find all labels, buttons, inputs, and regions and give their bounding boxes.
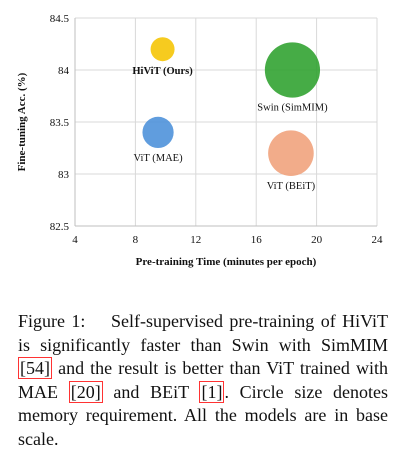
x-tick-label: 16: [251, 234, 263, 246]
caption-prefix: Figure 1:: [18, 311, 86, 331]
point-labels: HiViT (Ours) Swin (SimMIM) ViT (MAE) ViT (B…: [132, 66, 328, 192]
point-label-swin-simmim: Swin (SimMIM): [257, 103, 328, 114]
bubbles: [142, 37, 321, 176]
bubble-chart: 82.5 83 83.5 84 84.5 4 8 12 16 20 24 HiViT (Ours) S…: [16, 13, 383, 268]
point-label-hivit-ours: HiViT (Ours): [132, 66, 193, 77]
caption-text-1: Self-supervised pre-training of HiViT is…: [18, 311, 388, 355]
caption-text-4: . Circle size denotes memory requirement…: [18, 381, 389, 449]
y-tick-label: 84.5: [50, 13, 70, 25]
bubble-hivit-ours: [150, 37, 175, 62]
figure-caption: Figure 1: Self-supervised pre-training o…: [18, 310, 388, 451]
y-tick-label: 82.5: [50, 221, 70, 233]
caption-text-3: and BEiT: [102, 381, 200, 402]
point-label-vit-beit: ViT (BEiT): [267, 181, 316, 192]
citation-link-54[interactable]: [54]: [18, 357, 52, 379]
x-tick-label: 12: [190, 234, 201, 246]
citation-link-20[interactable]: [20]: [68, 380, 103, 403]
y-axis-label: Fine-tuning Acc. (%): [16, 72, 28, 171]
x-tick-label: 24: [372, 234, 384, 246]
x-axis-label: Pre-training Time (minutes per epoch): [136, 256, 317, 268]
caption-text-2: and the result is better than ViT traine…: [18, 358, 388, 402]
tick-labels: 82.5 83 83.5 84 84.5 4 8 12 16 20 24: [50, 13, 383, 246]
x-tick-label: 4: [72, 234, 78, 246]
bubble-vit-mae: [142, 116, 174, 148]
point-label-vit-mae: ViT (MAE): [134, 153, 184, 164]
x-tick-label: 8: [133, 234, 139, 246]
grid-lines: [74, 17, 378, 227]
y-tick-label: 83.5: [50, 117, 70, 129]
bubble-vit-beit: [268, 130, 314, 176]
y-tick-label: 83: [58, 169, 70, 181]
x-tick-label: 20: [311, 234, 323, 246]
y-tick-label: 84: [58, 65, 70, 77]
bubble-swin-simmim: [264, 42, 321, 98]
citation-link-1[interactable]: [1]: [199, 380, 225, 403]
